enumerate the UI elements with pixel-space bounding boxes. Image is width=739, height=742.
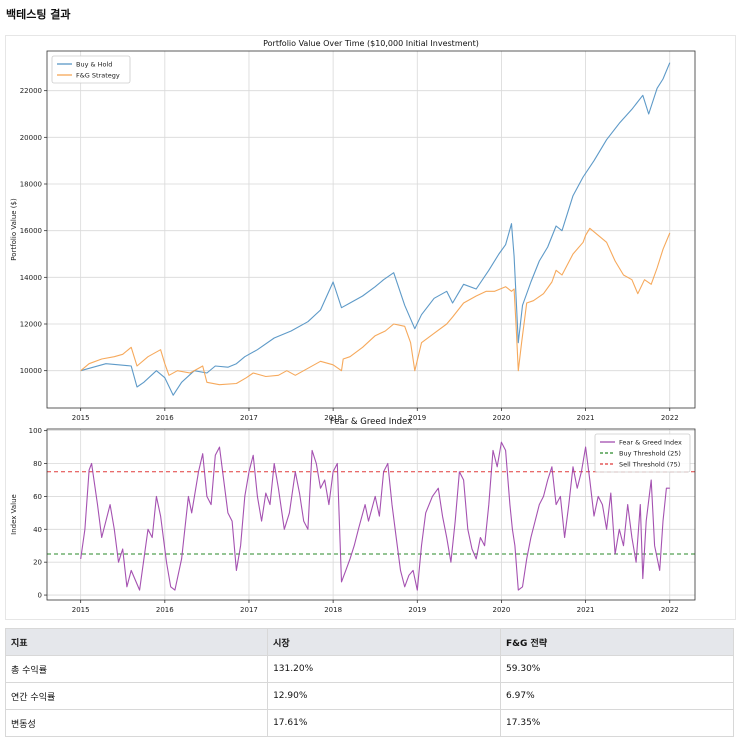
chart-title: Portfolio Value Over Time ($10,000 Initi… bbox=[263, 39, 479, 48]
chart-title: Fear & Greed Index bbox=[330, 417, 412, 427]
x-tick-label: 2019 bbox=[408, 606, 426, 614]
metric-label: 연간 수익률 bbox=[4, 682, 269, 710]
metrics-table: 지표 시장 F&G 전략 총 수익률 131.20% 59.30% 연간 수익률… bbox=[4, 628, 734, 737]
column-header: 시장 bbox=[267, 628, 502, 656]
series-line-0 bbox=[80, 62, 671, 396]
x-tick-label: 2020 bbox=[493, 414, 511, 422]
y-tick-label: 22000 bbox=[20, 87, 42, 95]
legend-label: Fear & Greed Index bbox=[619, 439, 682, 447]
table-row: 연간 수익률 12.90% 6.97% bbox=[4, 682, 734, 710]
metric-label: 총 수익률 bbox=[4, 655, 269, 683]
chart-figure: 2015 2016 2017 2018 2019 2020 2021 2022 10000 120… bbox=[5, 35, 736, 620]
plot-frame bbox=[46, 428, 696, 601]
y-tick-label: 80 bbox=[33, 460, 42, 468]
legend-label: Buy Threshold (25) bbox=[619, 450, 681, 458]
metric-label: 변동성 bbox=[4, 709, 269, 737]
y-tick-label: 16000 bbox=[20, 227, 42, 235]
legend-label: Sell Threshold (75) bbox=[619, 461, 680, 469]
x-tick-label: 2018 bbox=[324, 606, 342, 614]
y-axis-label: Portfolio Value ($) bbox=[10, 198, 18, 261]
x-tick-label: 2021 bbox=[577, 414, 595, 422]
table-header-row: 지표 시장 F&G 전략 bbox=[4, 628, 734, 656]
y-tick-label: 14000 bbox=[20, 274, 42, 282]
x-tick-label: 2022 bbox=[661, 606, 679, 614]
column-header: F&G 전략 bbox=[500, 628, 734, 656]
y-tick-label: 20 bbox=[33, 559, 42, 567]
legend-label: F&G Strategy bbox=[76, 72, 120, 80]
x-tick-label: 2017 bbox=[240, 606, 258, 614]
table-row: 변동성 17.61% 17.35% bbox=[4, 709, 734, 737]
y-tick-label: 60 bbox=[33, 493, 42, 501]
x-tick-label: 2016 bbox=[156, 606, 174, 614]
x-tick-label: 2018 bbox=[324, 414, 342, 422]
charts-svg: 2015 2016 2017 2018 2019 2020 2021 2022 10000 120… bbox=[10, 39, 696, 614]
strategy-value: 59.30% bbox=[500, 655, 734, 683]
x-tick-label: 2017 bbox=[240, 414, 258, 422]
x-tick-label: 2015 bbox=[72, 606, 90, 614]
legend-box bbox=[594, 433, 691, 473]
y-tick-label: 10000 bbox=[20, 367, 42, 375]
x-tick-label: 2016 bbox=[156, 414, 174, 422]
y-tick-label: 20000 bbox=[20, 134, 42, 142]
strategy-value: 17.35% bbox=[500, 709, 734, 737]
x-tick-label: 2015 bbox=[72, 414, 90, 422]
market-value: 131.20% bbox=[267, 655, 502, 683]
y-tick-label: 12000 bbox=[20, 321, 42, 329]
y-tick-label: 18000 bbox=[20, 181, 42, 189]
x-tick-label: 2020 bbox=[493, 606, 511, 614]
strategy-value: 6.97% bbox=[500, 682, 734, 710]
market-value: 17.61% bbox=[267, 709, 502, 737]
series-line-0 bbox=[80, 441, 670, 591]
table-row: 총 수익률 131.20% 59.30% bbox=[4, 655, 734, 683]
plot-frame bbox=[46, 50, 696, 409]
market-value: 12.90% bbox=[267, 682, 502, 710]
y-axis-label: Index Value bbox=[10, 494, 18, 535]
legend-box bbox=[51, 55, 131, 84]
page-title: 백테스팅 결과 bbox=[6, 8, 71, 21]
y-tick-label: 100 bbox=[29, 427, 42, 435]
column-header: 지표 bbox=[4, 628, 269, 656]
x-tick-label: 2021 bbox=[577, 606, 595, 614]
y-tick-label: 40 bbox=[33, 526, 42, 534]
y-tick-label: 0 bbox=[38, 592, 42, 600]
x-tick-label: 2022 bbox=[661, 414, 679, 422]
legend-label: Buy & Hold bbox=[76, 61, 112, 69]
series-line-1 bbox=[80, 227, 671, 386]
x-tick-label: 2019 bbox=[408, 414, 426, 422]
